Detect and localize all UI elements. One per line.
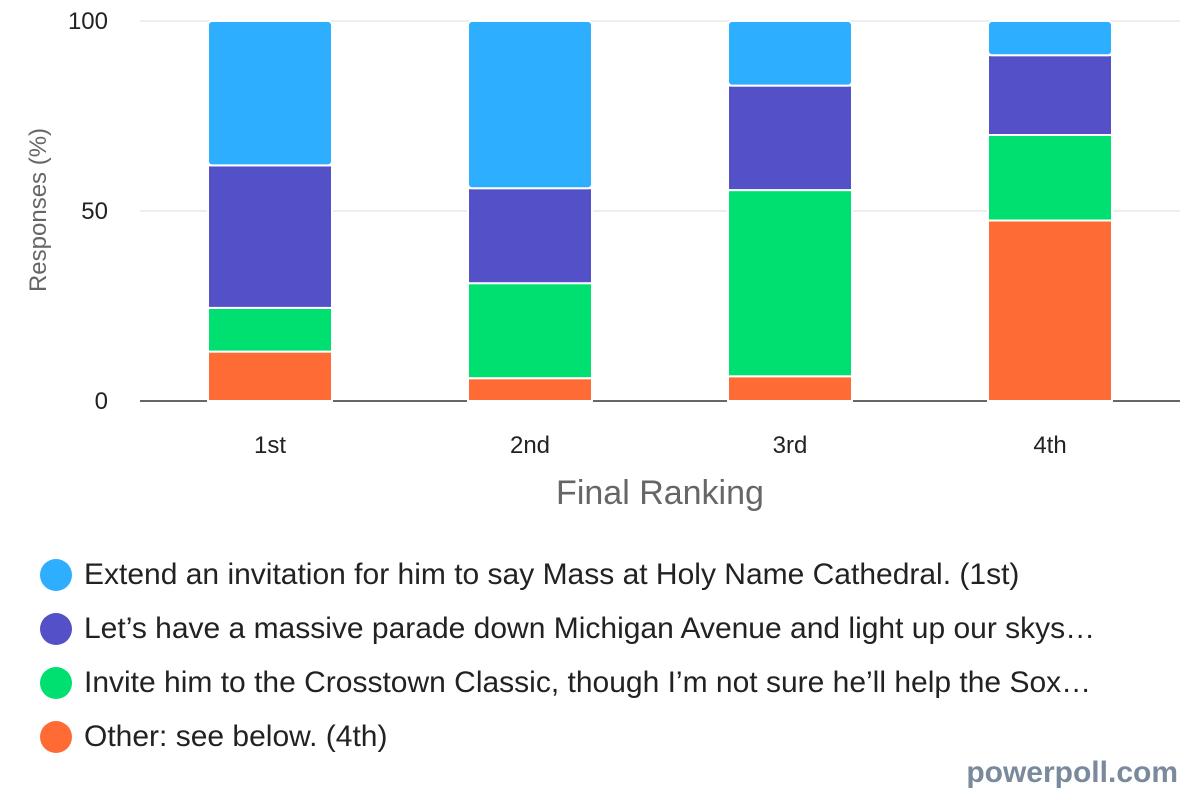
bar-segment [207,350,333,403]
legend-item: Invite him to the Crosstown Classic, tho… [40,656,1180,710]
bar-segment [207,20,333,167]
legend-label: Extend an invitation for him to say Mass… [84,558,1020,591]
legend-dot-icon [40,721,72,753]
y-tick-labels: 0 50 100 [68,8,108,415]
x-tick-label: 4th [1033,432,1066,459]
bar-segment [207,306,333,353]
y-tick-label: 0 [95,388,108,415]
legend: Extend an invitation for him to say Mass… [40,548,1180,764]
x-tick-labels: 1st 2nd 3rd 4th [254,432,1067,459]
legend-item: Let’s have a massive parade down Michiga… [40,602,1180,656]
bar-segment [467,377,593,403]
stacked-bar-chart: 0 50 100 1st 2nd 3rd 4th Responses (%) Final … [25,8,1180,512]
bar-segment [207,164,333,309]
legend-dot-icon [40,613,72,645]
x-tick-label: 2nd [510,432,550,459]
legend-dot-icon [40,559,72,591]
x-tick-label: 3rd [773,432,808,459]
legend-label: Other: see below. (4th) [84,720,388,753]
legend-dot-icon [40,667,72,699]
bar-segment [987,54,1113,137]
legend-label: Let’s have a massive parade down Michiga… [84,612,1096,645]
bar-segment [727,20,853,87]
y-tick-label: 50 [81,198,108,225]
bar-segment [987,20,1113,57]
bars [207,20,1113,403]
bar-segment [727,375,853,402]
legend-item: Extend an invitation for him to say Mass… [40,548,1180,602]
y-axis-label: Responses (%) [25,128,52,292]
bar-segment [987,219,1113,402]
x-axis-label: Final Ranking [556,474,764,512]
legend-item: Other: see below. (4th) [40,710,1180,764]
bar-segment [987,134,1113,222]
bar-segment [727,189,853,378]
brand-watermark: powerpoll.com [966,756,1178,789]
bar-segment [467,282,593,380]
bar-segment [467,20,593,190]
legend-label: Invite him to the Crosstown Classic, tho… [84,666,1092,699]
bar-segment [727,84,853,192]
x-tick-label: 1st [254,432,286,459]
y-tick-label: 100 [68,8,108,35]
bar-segment [467,187,593,285]
